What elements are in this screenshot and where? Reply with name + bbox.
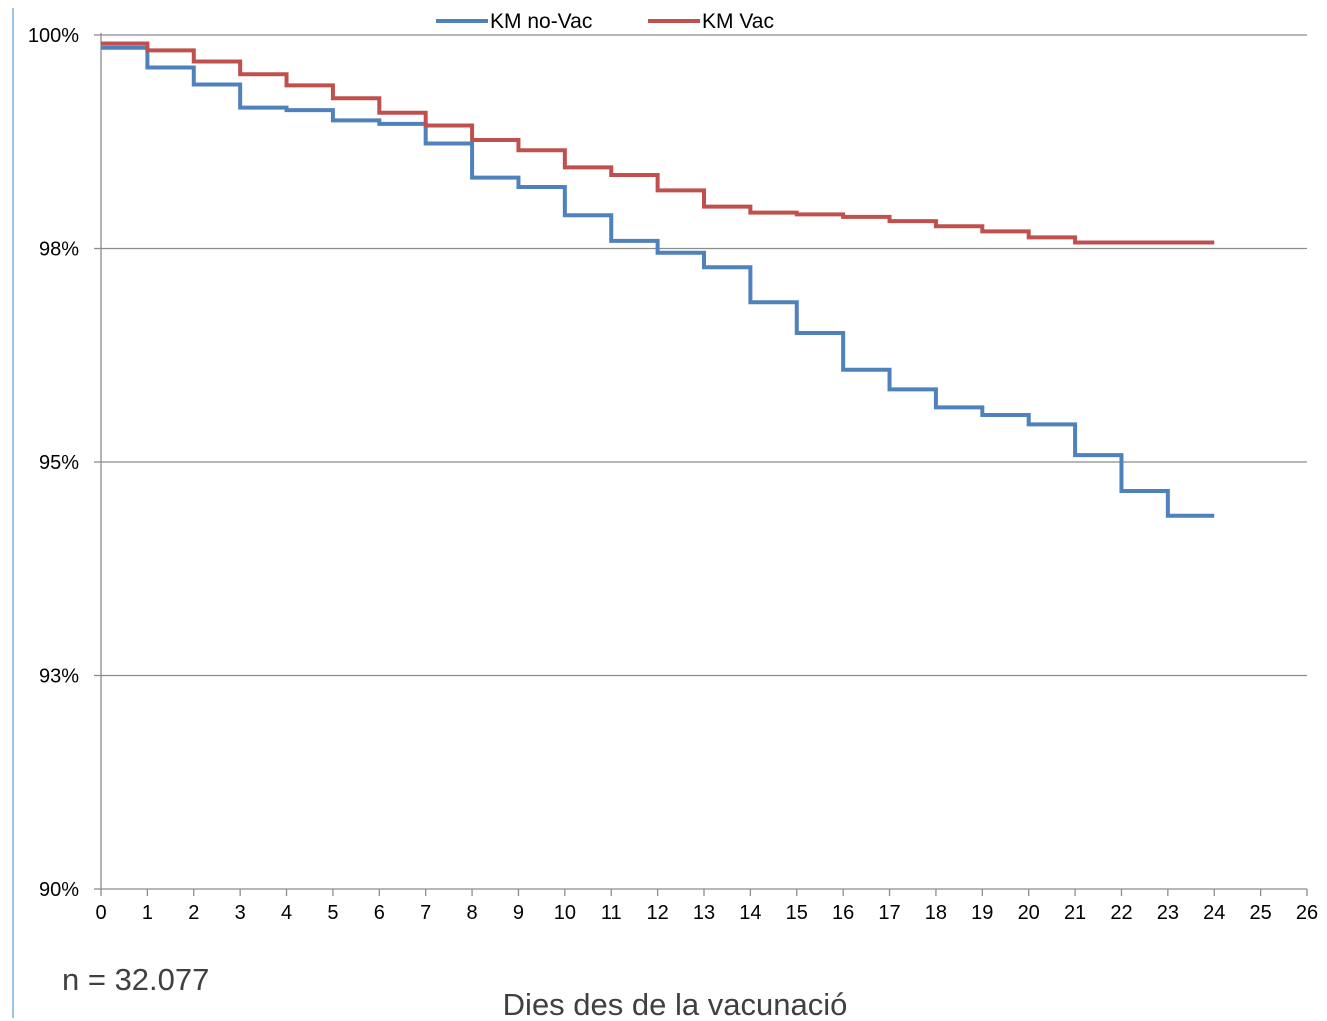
x-tick-label: 17 [878,902,900,924]
x-tick-label: 15 [786,902,808,924]
x-tick-label: 24 [1203,902,1225,924]
y-tick-label: 100% [28,25,79,47]
sample-size-note: n = 32.077 [62,962,209,997]
x-tick-label: 3 [235,902,246,924]
x-tick-label: 20 [1018,902,1040,924]
x-tick-label: 19 [971,902,993,924]
legend: KM no-Vac KM Vac [436,10,774,33]
x-tick-label: 1 [142,902,153,924]
y-tick-labels: 90% 93% 95% 98% 100% [28,25,79,901]
x-tick-label: 25 [1249,902,1271,924]
legend-label-no-vac: KM no-Vac [490,10,592,33]
x-tick-label: 8 [467,902,478,924]
series-lines [101,41,1215,518]
x-tick-label: 26 [1296,902,1318,924]
gridlines [101,34,1307,677]
x-tick-label: 2 [188,902,199,924]
x-tick-label: 9 [513,902,524,924]
x-tick-label: 0 [95,902,106,924]
x-tick-label: 5 [327,902,338,924]
x-tick-label: 23 [1157,902,1179,924]
legend-label-vac: KM Vac [702,10,774,33]
x-tick-label: 14 [739,902,761,924]
x-tick-label: 21 [1064,902,1086,924]
y-tick-label: 93% [39,666,79,688]
x-tick-label: 4 [281,902,292,924]
series-line-vac [101,41,1215,245]
x-axis-title: Dies des de la vacunació [503,987,848,1021]
x-tick-label: 10 [554,902,576,924]
x-tick-label: 18 [925,902,947,924]
x-tick-labels: 0 1 2 3 4 5 6 7 8 9 10 11 12 13 14 15 16 17 18 19 20 21 22 23 24… [95,902,1318,924]
y-tick-label: 90% [39,879,79,901]
x-tick-label: 12 [646,902,668,924]
x-tick-label: 6 [374,902,385,924]
x-tick-label: 11 [601,902,622,924]
x-tick-label: 22 [1110,902,1132,924]
x-tick-label: 7 [420,902,431,924]
x-tick-label: 13 [693,902,715,924]
y-tick-label: 98% [39,239,79,261]
series-line-no-vac [101,45,1215,518]
x-tick-label: 16 [832,902,854,924]
y-tick-label: 95% [39,452,79,474]
axes [94,33,1308,896]
